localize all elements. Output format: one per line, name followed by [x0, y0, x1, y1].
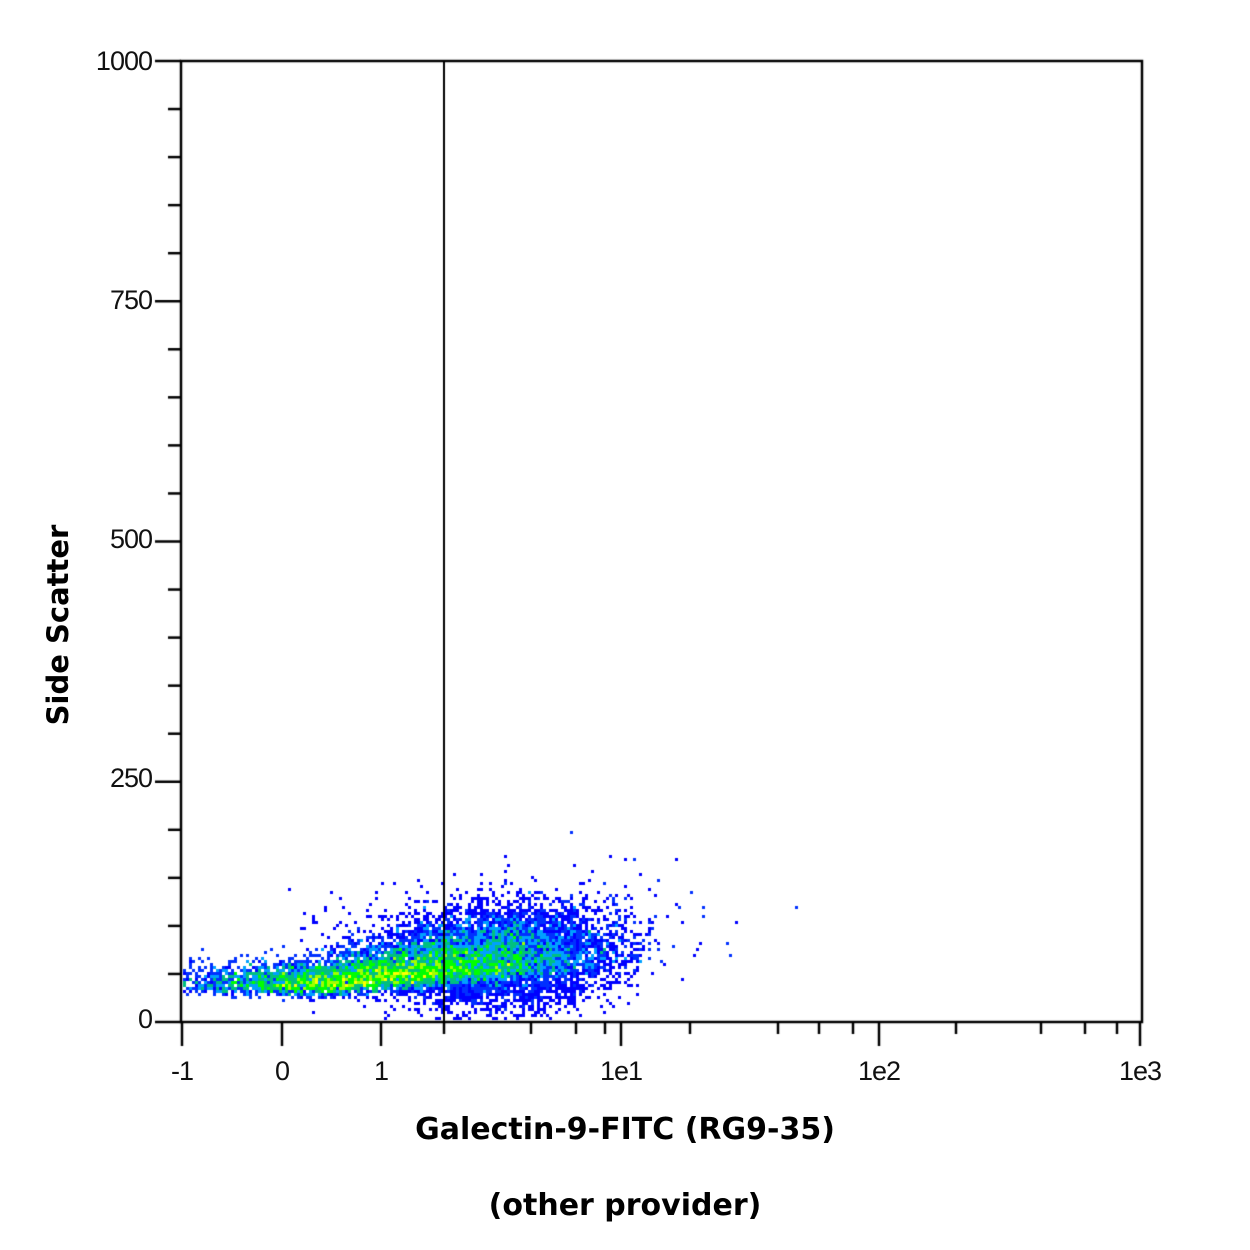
x-tick-label-1e2: 1e2 — [857, 1056, 901, 1086]
y-axis-title: Side Scatter — [41, 524, 75, 726]
y-tick-label-250: 250 — [109, 763, 153, 793]
y-tick-label-750: 750 — [109, 285, 153, 315]
x-tick-label-neg1: -1 — [170, 1056, 194, 1086]
y-tick-label-500: 500 — [109, 524, 153, 554]
y-tick-label-0: 0 — [137, 1004, 153, 1034]
x-tick-label-1: 1 — [373, 1056, 389, 1086]
x-axis-subtitle: (other provider) — [488, 1188, 762, 1223]
x-axis-title: Galectin-9-FITC (RG9-35) — [415, 1112, 835, 1147]
y-tick-label-1000: 1000 — [95, 46, 153, 76]
x-tick-label-0: 0 — [274, 1056, 290, 1086]
x-tick-label-1e1: 1e1 — [599, 1056, 643, 1086]
x-tick-label-1e3: 1e3 — [1118, 1056, 1162, 1086]
